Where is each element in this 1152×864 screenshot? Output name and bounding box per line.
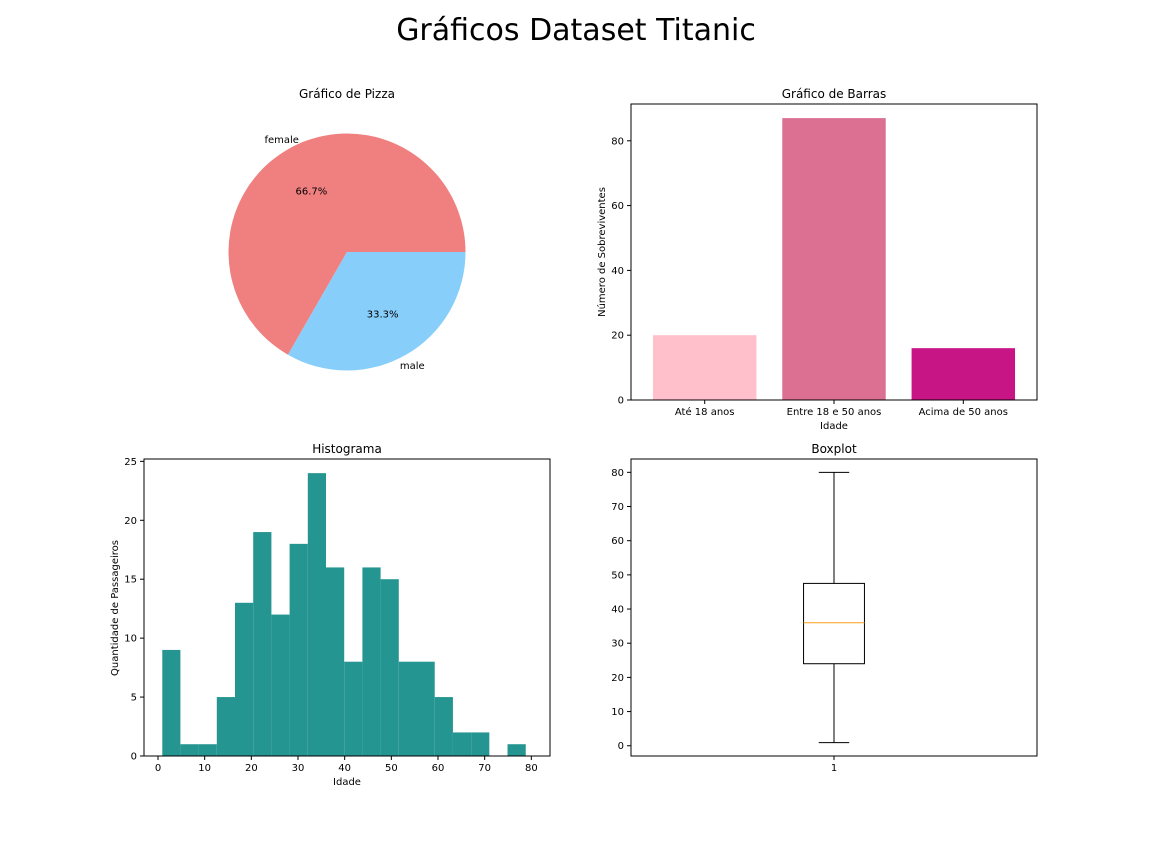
- bar-chart: Gráfico de Barras Até 18 anos Entre 18 e …: [596, 87, 1038, 432]
- y-tick-label: 70: [611, 502, 624, 513]
- histogram-bar: [326, 567, 345, 756]
- y-tick-label: 30: [611, 639, 624, 650]
- pie-slice: [287, 252, 466, 371]
- bar: [652, 335, 757, 400]
- y-tick-label: 10: [124, 634, 137, 645]
- x-tick-label: Acima de 50 anos: [919, 407, 1008, 418]
- histogram-ylabel: Quantidade de Passageiros: [110, 540, 121, 676]
- y-tick-label: 60: [611, 201, 624, 212]
- pie-slice-label: female: [264, 135, 298, 146]
- histogram-bar: [380, 579, 399, 756]
- histogram-bar: [198, 744, 217, 756]
- box: [803, 582, 865, 665]
- histogram-bar: [253, 532, 272, 756]
- x-tick-label: 70: [478, 763, 491, 774]
- histogram-bar: [434, 697, 453, 756]
- y-tick-label: 20: [611, 331, 624, 342]
- bar-chart-xlabel: Idade: [820, 421, 848, 432]
- y-tick-label: 20: [124, 516, 137, 527]
- x-tick-label: Entre 18 e 50 anos: [787, 407, 882, 418]
- y-tick-label: 80: [611, 136, 624, 147]
- x-tick-label: 50: [385, 763, 398, 774]
- y-tick-label: 60: [611, 536, 624, 547]
- pie-chart-title: Gráfico de Pizza: [299, 87, 395, 101]
- histogram-bar: [452, 732, 472, 756]
- histogram-bar: [162, 649, 181, 756]
- y-tick-label: 0: [131, 752, 137, 763]
- x-tick-label: Até 18 anos: [675, 406, 735, 418]
- x-tick-label: 40: [338, 763, 351, 774]
- x-tick-label: 0: [155, 763, 161, 774]
- bar: [782, 118, 886, 400]
- bar-chart-frame: [630, 103, 1038, 401]
- histogram-bar: [417, 661, 435, 756]
- pie-slice-percent: 66.7%: [295, 186, 327, 197]
- figure-title: Gráficos Dataset Titanic: [396, 13, 756, 48]
- histogram-frame: [143, 458, 551, 757]
- y-tick-label: 50: [611, 570, 624, 581]
- x-tick-label: 10: [198, 763, 211, 774]
- histogram-bar: [507, 744, 526, 756]
- histogram-bar: [344, 661, 363, 756]
- boxplot-title: Boxplot: [811, 442, 857, 456]
- x-tick-label: 60: [432, 763, 445, 774]
- histogram-bar: [216, 697, 235, 756]
- x-tick-label: 20: [245, 763, 258, 774]
- histogram-bar: [235, 602, 254, 756]
- histogram-chart: Histograma 0 10 20 30 40 50 60 70 80 0 5 10 15 20 25 I…: [110, 442, 551, 788]
- pie-slice-percent: 33.3%: [367, 310, 399, 321]
- x-tick-label: 80: [525, 763, 538, 774]
- y-tick-label: 10: [611, 707, 624, 718]
- y-tick-label: 40: [611, 266, 624, 277]
- histogram-bar: [362, 567, 381, 756]
- boxplot-frame: [630, 458, 1038, 757]
- pie-chart: Gráfico de Pizza female 66.7% male 33.3%: [228, 87, 466, 372]
- histogram-title: Histograma: [312, 442, 382, 456]
- histogram-bar: [471, 732, 490, 756]
- histogram-bar: [271, 614, 290, 756]
- y-tick-label: 0: [618, 396, 624, 407]
- y-tick-label: 5: [131, 693, 137, 704]
- bar-chart-ylabel: Número de Sobreviventes: [596, 187, 608, 317]
- histogram-bar: [307, 473, 326, 756]
- bar-chart-title: Gráfico de Barras: [782, 87, 887, 101]
- pie-slice: [228, 133, 466, 355]
- x-tick-label: 30: [292, 763, 305, 774]
- pie-slice-label: male: [400, 361, 425, 372]
- histogram-bar: [398, 661, 417, 756]
- y-tick-label: 40: [611, 605, 624, 616]
- y-tick-label: 15: [124, 575, 137, 586]
- histogram-bar: [180, 744, 199, 756]
- bar: [911, 348, 1016, 400]
- y-tick-label: 80: [611, 468, 624, 479]
- histogram-xlabel: Idade: [333, 777, 361, 788]
- x-tick-label: 1: [831, 763, 837, 774]
- histogram-bar: [289, 543, 308, 756]
- y-tick-label: 0: [618, 741, 624, 752]
- y-tick-label: 20: [611, 673, 624, 684]
- y-tick-label: 25: [124, 457, 137, 468]
